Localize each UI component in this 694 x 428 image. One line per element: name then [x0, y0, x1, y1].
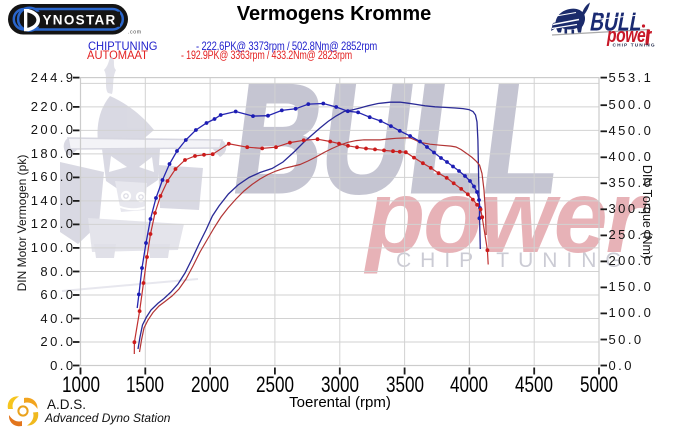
svg-text:CHIP TUNING: CHIP TUNING: [396, 249, 631, 272]
svg-text:YNOSTAR: YNOSTAR: [43, 13, 117, 28]
svg-text:.com: .com: [128, 30, 142, 36]
svg-text:power: power: [363, 159, 648, 275]
svg-text:BULL: BULL: [588, 7, 645, 36]
svg-text:CHIP TUNING: CHIP TUNING: [613, 43, 656, 49]
svg-text:power: power: [606, 24, 652, 46]
